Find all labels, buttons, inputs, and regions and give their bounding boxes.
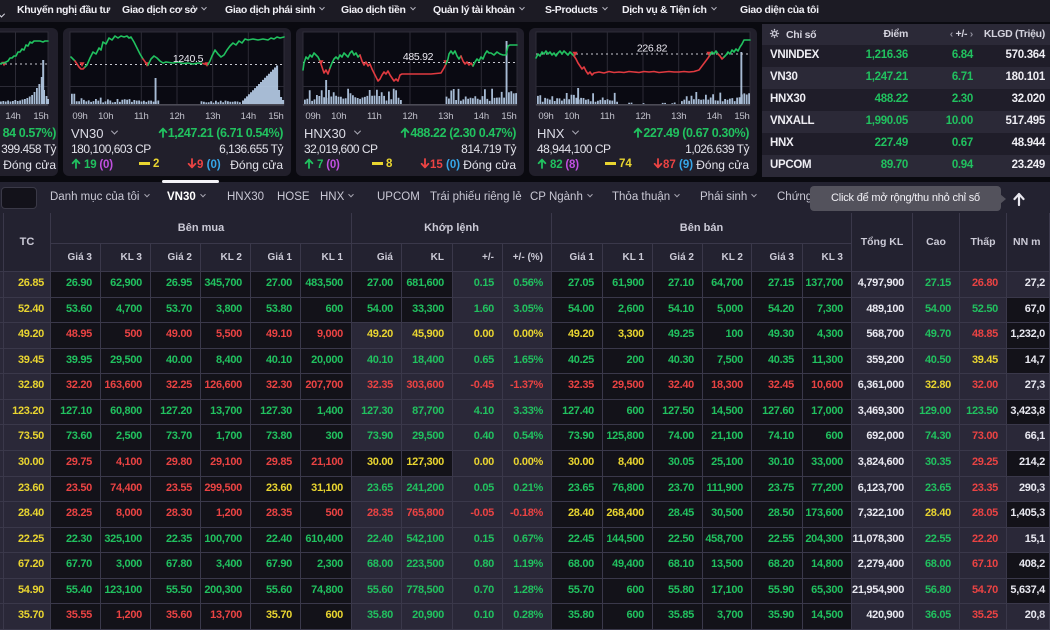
svg-text:10h: 10h: [331, 111, 346, 122]
svg-text:09h: 09h: [72, 111, 87, 122]
svg-text:11h: 11h: [367, 111, 382, 122]
svg-text:14h: 14h: [5, 111, 20, 122]
svg-text:11h: 11h: [134, 111, 149, 122]
svg-text:12h: 12h: [169, 111, 184, 122]
svg-text:14h: 14h: [474, 111, 489, 122]
svg-text:15h: 15h: [501, 111, 516, 122]
svg-text:13h: 13h: [438, 111, 453, 122]
svg-text:485.92: 485.92: [403, 51, 434, 63]
svg-text:14h: 14h: [707, 111, 722, 122]
svg-text:11h: 11h: [600, 111, 615, 122]
svg-text:09h: 09h: [305, 111, 320, 122]
svg-text:12h: 12h: [402, 111, 417, 122]
svg-text:14h: 14h: [241, 111, 256, 122]
svg-text:15h: 15h: [734, 111, 749, 122]
svg-text:15h: 15h: [33, 111, 48, 122]
svg-text:1240.5: 1240.5: [173, 53, 204, 65]
svg-text:09h: 09h: [538, 111, 553, 122]
svg-text:226.82: 226.82: [637, 43, 668, 55]
svg-text:13h: 13h: [205, 111, 220, 122]
svg-text:10h: 10h: [98, 111, 113, 122]
svg-text:13h: 13h: [671, 111, 686, 122]
svg-text:15h: 15h: [268, 111, 283, 122]
svg-text:10h: 10h: [564, 111, 579, 122]
svg-text:12h: 12h: [635, 111, 650, 122]
